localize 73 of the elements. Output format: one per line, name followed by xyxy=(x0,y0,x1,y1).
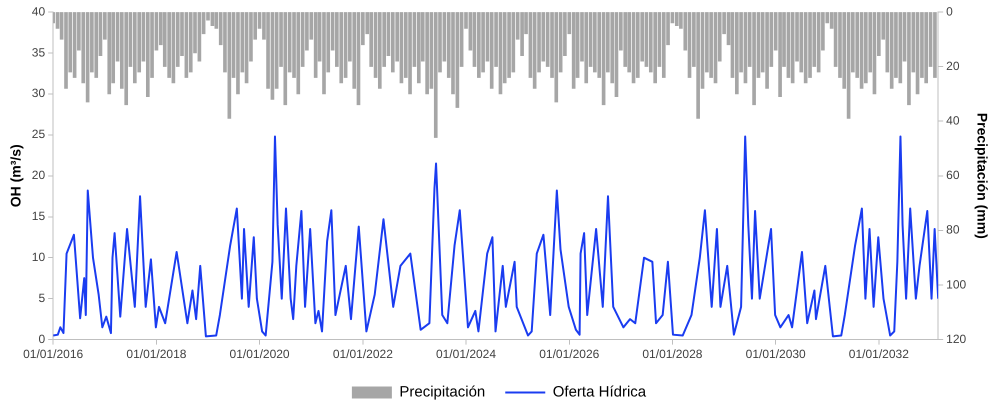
bar xyxy=(132,12,137,84)
bar xyxy=(816,12,820,72)
y-tick-label: 25 xyxy=(32,127,46,142)
bar xyxy=(322,12,326,94)
x-tick-label: 01/01/2020 xyxy=(230,347,290,362)
bar xyxy=(778,12,782,97)
bar xyxy=(72,12,76,78)
bar xyxy=(339,12,344,84)
x-tick-label: 01/01/2026 xyxy=(539,347,600,362)
bar xyxy=(124,12,128,106)
x-tick-label: 01/01/2016 xyxy=(23,347,84,362)
bar xyxy=(584,12,588,84)
bar xyxy=(378,12,382,89)
bar xyxy=(688,12,692,78)
bar xyxy=(86,12,90,102)
x-tick-label: 01/01/2018 xyxy=(126,347,187,362)
y2-axis-title: Precipitación (mm) xyxy=(974,112,991,239)
bar xyxy=(602,12,606,106)
y-tick-label: 30 xyxy=(32,86,46,100)
bar xyxy=(314,12,318,78)
bar xyxy=(400,12,404,84)
bar xyxy=(744,12,748,84)
bar xyxy=(498,12,502,94)
bar xyxy=(283,12,288,106)
x-tick-label: 01/01/2030 xyxy=(746,347,806,362)
legend-label: Precipitación xyxy=(399,384,486,401)
x-tick-label: 01/01/2022 xyxy=(332,347,394,362)
bar xyxy=(846,12,850,119)
y-tick-label: 10 xyxy=(32,250,46,264)
y2-tick-label: 80 xyxy=(946,222,960,237)
y2-tick-label: 0 xyxy=(946,4,954,18)
bar xyxy=(296,12,300,94)
bar xyxy=(614,12,618,97)
bar xyxy=(714,12,718,84)
bar xyxy=(520,12,524,56)
bar xyxy=(890,12,894,89)
y2-tick-label: 20 xyxy=(946,58,960,73)
x-tick-label: 01/01/2028 xyxy=(642,347,703,362)
bar xyxy=(425,12,429,94)
y2-tick-label: 40 xyxy=(946,114,960,128)
y-tick-label: 20 xyxy=(32,168,46,182)
bar xyxy=(94,12,98,78)
bar xyxy=(653,12,658,84)
bar xyxy=(674,12,679,26)
bar xyxy=(860,12,864,89)
bar xyxy=(64,12,68,89)
x-tick-label: 01/01/2032 xyxy=(848,347,910,362)
bar xyxy=(572,12,576,89)
y-tick-label: 15 xyxy=(32,209,46,224)
bar xyxy=(662,12,666,78)
y-tick-label: 0 xyxy=(38,332,46,346)
bar xyxy=(356,12,360,106)
legend-label: Oferta Hídrica xyxy=(552,384,647,401)
y-tick-label: 40 xyxy=(32,4,46,18)
y-axis-title: OH (m³/s) xyxy=(7,144,24,208)
bar xyxy=(416,12,421,84)
y2-tick-label: 60 xyxy=(946,168,960,182)
bar xyxy=(172,12,176,84)
bar xyxy=(872,12,876,94)
bar xyxy=(490,12,494,89)
bar xyxy=(146,12,150,97)
bar xyxy=(554,12,558,102)
bar xyxy=(632,12,636,84)
y-tick-label: 35 xyxy=(32,45,46,60)
y2-tick-label: 100 xyxy=(946,277,967,292)
bar xyxy=(434,12,438,138)
y2-tick-label: 120 xyxy=(946,332,967,346)
bar xyxy=(898,12,902,84)
y-tick-label: 5 xyxy=(38,290,46,305)
bar xyxy=(107,12,112,94)
bar xyxy=(765,12,769,89)
x-tick-label: 01/01/2024 xyxy=(436,347,496,362)
bar xyxy=(390,12,395,72)
